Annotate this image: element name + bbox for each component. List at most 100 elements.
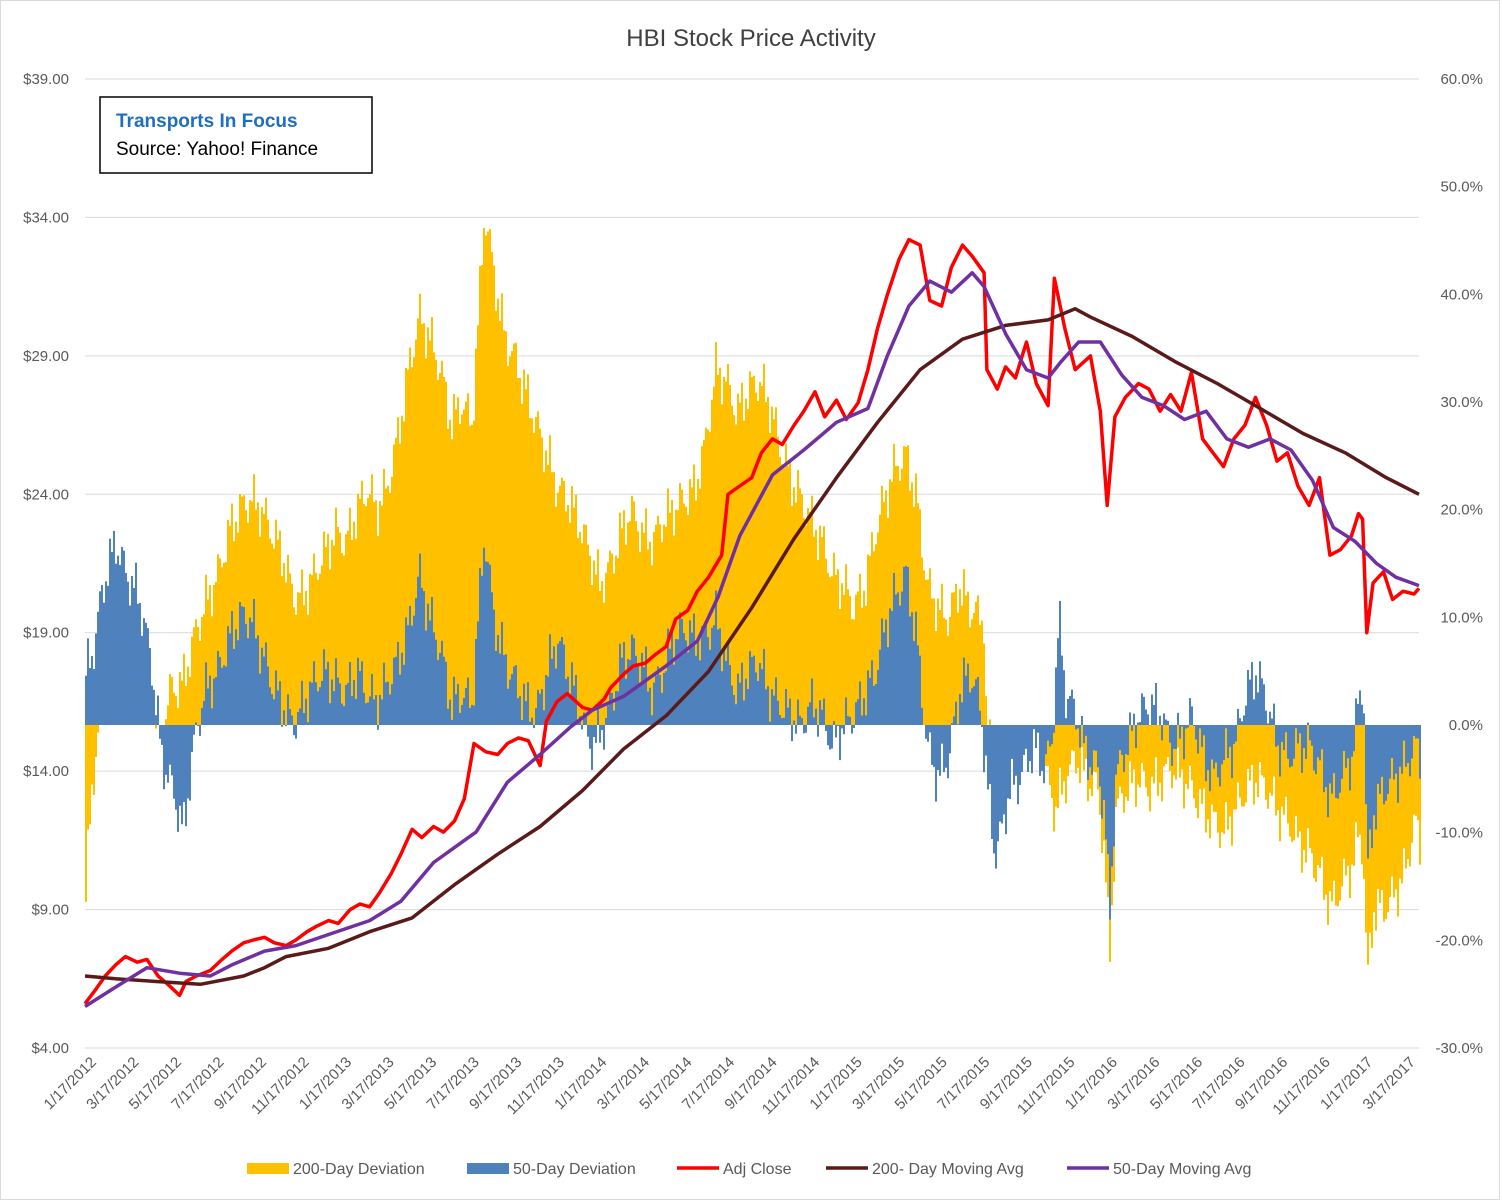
deviation-bar: [1275, 725, 1277, 816]
deviation-bar: [1319, 725, 1321, 869]
deviation-bar: [1369, 725, 1371, 830]
deviation-bar: [835, 574, 837, 725]
deviation-bar: [523, 683, 525, 725]
deviation-bar: [833, 552, 835, 725]
deviation-bar: [667, 628, 669, 725]
deviation-bar: [699, 660, 701, 725]
deviation-bar: [175, 695, 177, 725]
deviation-bar: [1285, 725, 1287, 797]
deviation-bar: [459, 424, 461, 725]
deviation-bar: [879, 514, 881, 725]
deviation-bar: [1127, 725, 1129, 756]
deviation-bar: [1251, 662, 1253, 725]
deviation-bar: [1317, 725, 1319, 865]
deviation-bar: [1279, 725, 1281, 842]
deviation-bar: [583, 524, 585, 725]
deviation-bar: [289, 573, 291, 725]
annotation-title: Transports In Focus: [116, 111, 298, 132]
left-tick-label: $24.00: [23, 486, 69, 503]
deviation-bar: [303, 712, 305, 725]
deviation-bar: [97, 725, 99, 733]
deviation-bar: [705, 427, 707, 725]
deviation-bar: [1359, 690, 1361, 725]
line-series: [83, 237, 1421, 1005]
deviation-bar: [323, 531, 325, 725]
left-tick-label: $4.00: [31, 1040, 69, 1057]
deviation-bar: [125, 573, 127, 725]
deviation-bar: [831, 576, 833, 725]
deviation-bar: [1167, 720, 1169, 725]
deviation-bar: [655, 524, 657, 725]
deviation-bar: [563, 644, 565, 725]
deviation-bar: [1159, 725, 1161, 783]
deviation-bar: [1321, 725, 1323, 857]
deviation-bar: [981, 725, 983, 728]
deviation-bar: [1035, 725, 1037, 749]
deviation-bar: [1243, 715, 1245, 725]
deviation-bar: [1083, 725, 1085, 744]
deviation-bar: [419, 293, 421, 725]
deviation-bar: [965, 595, 967, 725]
deviation-bar: [631, 634, 633, 725]
deviation-bar: [971, 619, 973, 725]
deviation-bar: [289, 708, 291, 725]
deviation-bar: [909, 490, 911, 725]
deviation-bar: [1383, 725, 1385, 805]
deviation-bar: [631, 495, 633, 725]
legend-item: 200-Day Deviation: [247, 1161, 425, 1178]
deviation-bar: [607, 705, 609, 725]
deviation-bar: [587, 725, 589, 737]
deviation-bar: [1201, 725, 1203, 747]
deviation-bar: [1275, 725, 1277, 747]
deviation-bar: [1407, 725, 1409, 763]
deviation-bar: [447, 708, 449, 725]
deviation-bar: [259, 536, 261, 725]
deviation-bar: [707, 637, 709, 725]
deviation-bar: [253, 598, 255, 725]
deviation-bar: [1343, 725, 1345, 859]
deviation-bar: [971, 688, 973, 725]
deviation-bar: [931, 598, 933, 725]
deviation-bar: [761, 669, 763, 725]
deviation-bar: [611, 692, 613, 725]
deviation-bar: [151, 685, 153, 725]
deviation-bar: [1147, 725, 1149, 797]
deviation-bar: [509, 356, 511, 725]
deviation-bar: [935, 631, 937, 725]
deviation-bar: [101, 584, 103, 725]
deviation-bar: [663, 672, 665, 725]
deviation-bar: [1131, 725, 1133, 784]
deviation-bar: [591, 585, 593, 725]
deviation-bar: [671, 499, 673, 725]
deviation-bar: [367, 702, 369, 725]
deviation-bar: [995, 725, 997, 869]
deviation-bar: [329, 703, 331, 725]
deviation-bar: [883, 632, 885, 725]
deviation-bar: [1217, 725, 1219, 833]
deviation-bar: [179, 725, 181, 806]
deviation-bar: [821, 537, 823, 725]
deviation-bar: [893, 572, 895, 725]
deviation-bar: [639, 682, 641, 725]
deviation-bar: [499, 321, 501, 725]
deviation-bar: [481, 264, 483, 725]
deviation-bar: [267, 519, 269, 725]
deviation-bar: [983, 725, 985, 773]
deviation-bar: [1161, 725, 1163, 802]
deviation-bar: [501, 293, 503, 725]
deviation-bar: [941, 583, 943, 725]
deviation-bar: [805, 725, 807, 733]
deviation-bar: [1305, 725, 1307, 863]
deviation-bar: [519, 696, 521, 725]
deviation-bar: [155, 725, 157, 729]
deviation-bar: [1331, 725, 1333, 794]
deviation-bar: [765, 402, 767, 725]
deviation-bar: [659, 675, 661, 725]
deviation-bar: [717, 629, 719, 725]
deviation-bar: [1209, 725, 1211, 792]
deviation-bar: [469, 425, 471, 725]
deviation-bar: [729, 665, 731, 725]
deviation-bar: [647, 691, 649, 725]
deviation-bar: [967, 663, 969, 725]
deviation-bar: [837, 725, 839, 727]
